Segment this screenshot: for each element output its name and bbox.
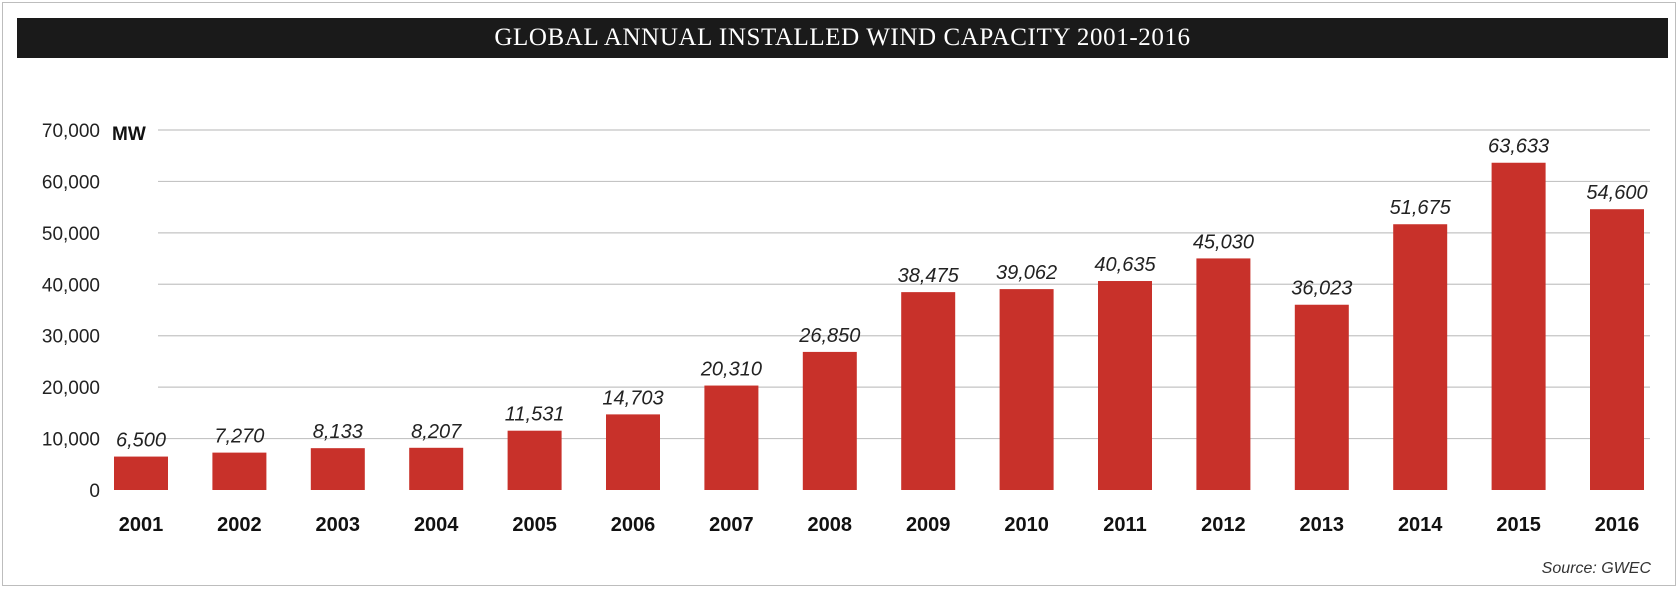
bar-2009 [901,292,956,490]
x-tick-label-2006: 2006 [611,514,656,536]
x-tick-label-2005: 2005 [512,514,557,536]
x-tick-label-2003: 2003 [316,514,361,536]
value-label-2014: 51,675 [1390,197,1452,219]
x-tick-label-2015: 2015 [1496,514,1541,536]
bar-2014 [1393,224,1448,490]
y-tick-label: 40,000 [42,275,100,296]
chart-title: GLOBAL ANNUAL INSTALLED WIND CAPACITY 20… [17,18,1668,58]
value-label-2005: 11,531 [505,404,565,426]
x-tick-label-2014: 2014 [1398,514,1443,536]
x-tick-label-2012: 2012 [1201,514,1246,536]
bar-2012 [1196,258,1251,490]
value-label-2013: 36,023 [1291,278,1352,300]
value-label-2004: 8,207 [411,421,462,443]
bar-2003 [310,448,365,490]
bars [114,162,1644,490]
bar-2008 [802,351,857,490]
x-tick-label-2011: 2011 [1103,514,1146,536]
value-label-2010: 39,062 [996,262,1057,284]
x-tick-label-2001: 2001 [119,514,164,536]
x-tick-label-2008: 2008 [808,514,853,536]
value-label-2007: 20,310 [700,359,762,381]
x-tick-label-2007: 2007 [709,514,754,536]
value-label-2008: 26,850 [798,325,860,347]
y-axis-ticks: 0 10,000 20,000 30,000 40,000 50,000 60,000 70,… [42,121,100,502]
value-label-2009: 38,475 [898,265,960,287]
source-note: Source: GWEC [1542,560,1652,577]
x-tick-label-2016: 2016 [1595,514,1640,536]
x-tick-label-2002: 2002 [217,514,262,536]
bar-2002 [212,452,267,490]
y-tick-label: 0 [89,481,100,502]
value-label-2016: 54,600 [1586,182,1647,204]
y-tick-label: 60,000 [42,172,100,193]
y-axis-unit-label: MW [112,124,146,145]
bar-2001 [114,456,168,490]
x-tick-label-2013: 2013 [1300,514,1345,536]
y-tick-label: 20,000 [42,378,100,399]
value-labels: 6,500 7,270 8,133 8,207 11,531 14,703 20,310 26… [116,136,1648,452]
bar-2011 [1098,281,1152,490]
bar-2004 [409,447,464,490]
bar-2010 [999,289,1054,490]
value-label-2011: 40,635 [1094,254,1156,276]
bar-2015 [1491,162,1546,490]
bar-2005 [507,430,562,490]
bar-2006 [606,414,660,490]
x-tick-label-2004: 2004 [414,514,459,536]
x-tick-label-2009: 2009 [906,514,951,536]
bar-2007 [704,385,759,490]
value-label-2012: 45,030 [1193,231,1254,253]
value-label-2006: 14,703 [602,387,663,409]
value-label-2003: 8,133 [313,421,363,443]
x-tick-label-2010: 2010 [1004,514,1049,536]
y-tick-label: 10,000 [42,430,100,451]
y-tick-label: 70,000 [42,121,100,142]
bar-2013 [1294,304,1349,490]
y-tick-label: 50,000 [42,224,100,245]
value-label-2001: 6,500 [116,430,166,452]
bar-2016 [1590,209,1644,490]
y-tick-label: 30,000 [42,327,100,348]
value-label-2015: 63,633 [1488,136,1549,158]
value-label-2002: 7,270 [214,426,264,448]
x-axis-categories: 2001 2002 2003 2004 2005 2006 2007 2008 2009 2010… [119,514,1640,536]
